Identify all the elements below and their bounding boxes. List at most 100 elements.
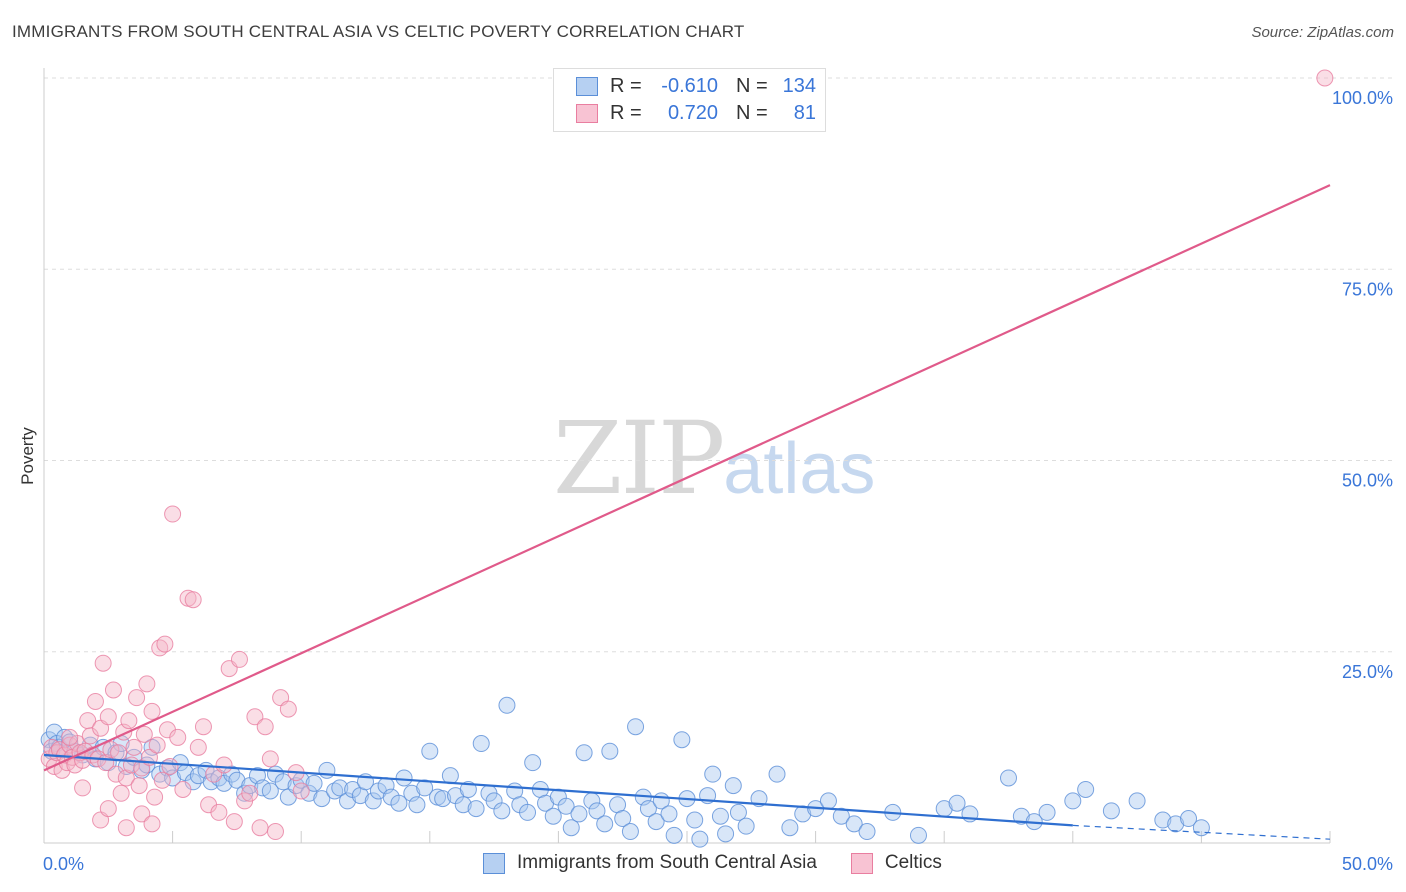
point-celtics (125, 738, 143, 756)
point-immigrants (1128, 792, 1146, 810)
point-celtics (86, 692, 104, 710)
point-celtics (143, 702, 161, 720)
point-immigrants (524, 754, 542, 772)
point-immigrants (408, 796, 426, 814)
point-celtics (174, 780, 192, 798)
point-celtics (94, 654, 112, 672)
legend-swatch-pink (576, 103, 598, 123)
legend-swatch-blue (576, 76, 598, 96)
point-immigrants (819, 792, 837, 810)
legend-n-value: 81 (793, 101, 816, 124)
point-immigrants (1192, 819, 1210, 837)
point-immigrants (1000, 769, 1017, 787)
point-immigrants (1154, 811, 1172, 829)
point-immigrants (395, 769, 413, 787)
point-celtics (230, 650, 248, 668)
point-immigrants (421, 742, 439, 760)
x-tick-label: 50.0% (1342, 854, 1393, 874)
series-legend-item-celtics: Celtics (850, 852, 942, 874)
point-immigrants (228, 771, 246, 789)
y-tick-label: 25.0% (1342, 662, 1393, 682)
point-celtics (215, 756, 233, 774)
point-immigrants (717, 825, 735, 843)
point-immigrants (621, 823, 639, 841)
point-immigrants (434, 790, 452, 808)
point-immigrants (575, 744, 593, 762)
point-celtics (161, 758, 179, 775)
point-celtics (107, 765, 125, 783)
point-immigrants (858, 823, 876, 841)
point-immigrants (390, 794, 408, 812)
point-celtics (130, 777, 148, 795)
point-immigrants (614, 810, 632, 828)
point-immigrants (647, 813, 665, 831)
point-immigrants (287, 777, 305, 795)
point-immigrants (570, 805, 588, 823)
watermark-zip: ZIP (553, 400, 725, 517)
point-celtics (104, 681, 122, 699)
series-swatch-blue (483, 852, 505, 874)
point-immigrants (364, 792, 382, 810)
series-swatch-pink (850, 852, 873, 874)
point-celtics (225, 813, 243, 831)
legend-n-value: 134 (782, 74, 816, 97)
point-celtics (189, 738, 207, 756)
point-immigrants (691, 830, 709, 848)
point-immigrants (313, 790, 331, 808)
series-legend: Immigrants from South Central Asia Celti… (483, 852, 976, 874)
point-immigrants (454, 796, 472, 814)
point-immigrants (1077, 780, 1095, 798)
point-celtics (210, 803, 228, 821)
point-immigrants (274, 773, 292, 791)
legend-r-value: -0.610 (661, 74, 718, 97)
point-immigrants (472, 735, 490, 753)
point-immigrants (768, 765, 786, 783)
point-immigrants (845, 815, 863, 833)
point-immigrants (493, 802, 511, 820)
x-tick-label: 0.0% (43, 854, 84, 874)
point-celtics (256, 718, 274, 736)
trend-line (43, 184, 1331, 772)
point-celtics (99, 800, 117, 818)
point-immigrants (331, 779, 349, 797)
point-celtics (279, 700, 297, 718)
point-celtics (169, 728, 187, 746)
point-celtics (292, 782, 310, 800)
watermark: ZIPatlas (553, 400, 875, 517)
point-celtics (117, 769, 135, 787)
point-immigrants (1167, 815, 1185, 833)
point-celtics (135, 725, 153, 743)
point-immigrants (459, 780, 477, 798)
correlation-legend: R = -0.610 N = 134 R = 0.720 N = 81 (553, 68, 826, 132)
point-immigrants (1180, 810, 1198, 828)
point-immigrants (261, 782, 279, 800)
point-immigrants (544, 807, 562, 825)
trend-line-extension (1072, 824, 1331, 840)
legend-n-label: N = (736, 101, 768, 124)
legend-row-pink: R = 0.720 N = 81 (576, 100, 816, 126)
point-immigrants (627, 718, 645, 736)
point-celtics (133, 805, 151, 823)
y-tick-label: 50.0% (1342, 471, 1393, 491)
point-immigrants (711, 807, 729, 825)
source-label: Source: ZipAtlas.com (1251, 24, 1394, 41)
point-celtics (156, 635, 174, 653)
point-immigrants (318, 761, 336, 779)
point-immigrants (467, 800, 485, 818)
legend-n-label: N = (736, 74, 768, 97)
point-immigrants (1012, 807, 1030, 825)
point-immigrants (601, 742, 619, 760)
point-immigrants (948, 794, 966, 812)
point-immigrants (737, 817, 755, 835)
watermark-atlas: atlas (723, 429, 876, 509)
point-celtics (128, 689, 146, 707)
y-tick-label: 75.0% (1342, 279, 1393, 299)
point-immigrants (416, 779, 434, 797)
series-label: Immigrants from South Central Asia (517, 852, 817, 873)
point-immigrants (596, 815, 614, 833)
point-celtics (1316, 69, 1334, 87)
legend-r-value: 0.720 (667, 101, 718, 124)
point-immigrants (588, 802, 606, 820)
point-immigrants (665, 826, 683, 844)
point-immigrants (724, 777, 742, 795)
